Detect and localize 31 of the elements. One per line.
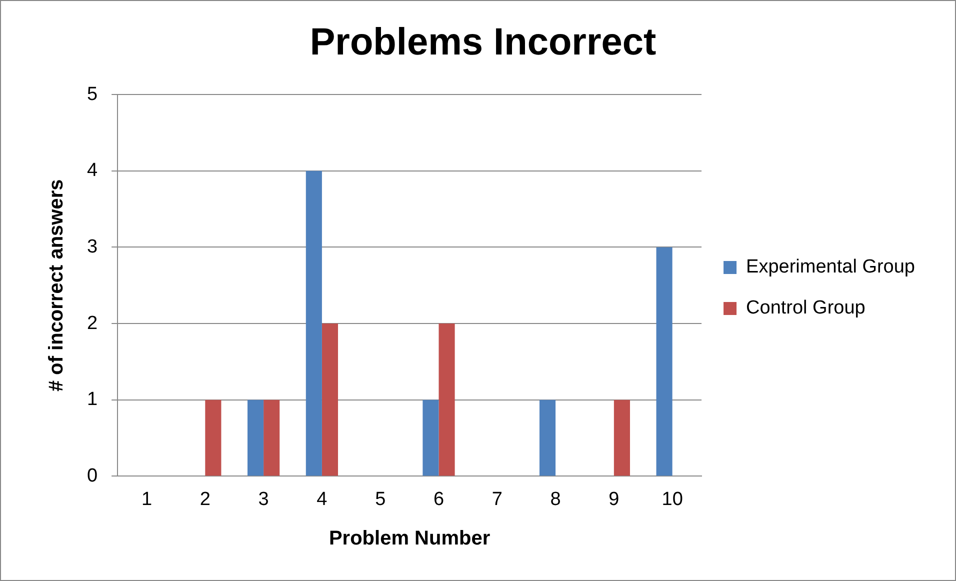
legend-label: Experimental Group — [746, 256, 915, 278]
y-tick-label: 1 — [86, 389, 98, 410]
x-tick-label: 4 — [316, 488, 328, 510]
x-tick-label: 6 — [433, 488, 444, 510]
bar — [264, 400, 280, 476]
x-tick-label: 7 — [492, 488, 502, 510]
bar — [539, 400, 556, 476]
y-tick-label: 4 — [86, 160, 98, 182]
bar — [322, 324, 338, 476]
x-tick-label: 5 — [375, 488, 386, 510]
bar — [422, 400, 439, 476]
y-tick-label: 5 — [86, 84, 98, 105]
x-axis-title: Problem Number — [328, 528, 490, 550]
x-tick-label: 2 — [200, 488, 210, 510]
y-axis-title: # of incorrect answers — [46, 179, 68, 392]
bar — [248, 400, 264, 476]
legend-label: Control Group — [746, 298, 866, 319]
bar — [614, 400, 630, 476]
bar — [306, 170, 322, 476]
bar — [438, 324, 455, 476]
x-tick-label: 8 — [550, 488, 561, 510]
chart-title: Problems Incorrect — [310, 21, 657, 64]
y-tick-label: 3 — [86, 236, 98, 258]
bar — [205, 400, 222, 476]
y-tick-label: 0 — [86, 465, 98, 486]
x-tick-label: 1 — [141, 488, 152, 510]
x-tick-label: 3 — [258, 488, 269, 510]
x-tick-label: 9 — [608, 488, 620, 510]
x-tick-label: 10 — [662, 488, 683, 510]
y-tick-label: 2 — [86, 312, 98, 334]
bar — [656, 247, 672, 476]
